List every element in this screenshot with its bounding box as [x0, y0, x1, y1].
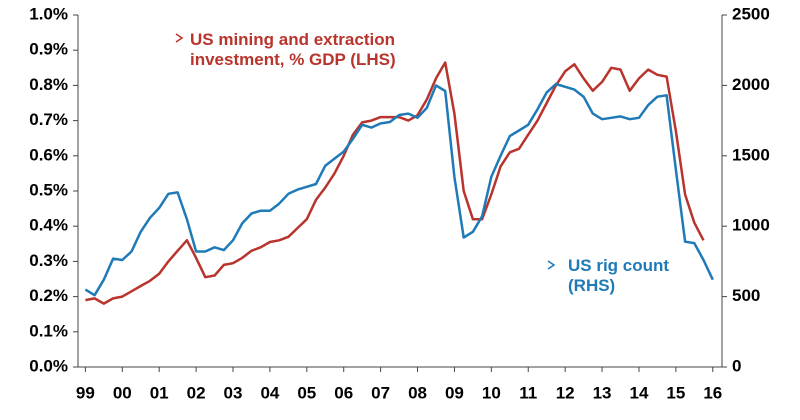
y-tick-label: 0.9% [29, 40, 68, 59]
legend-entry: US rig count (RHS) [568, 256, 670, 295]
y2-tick-label: 500 [732, 286, 760, 305]
x-tick-label: 12 [556, 383, 575, 402]
x-tick-label: 15 [666, 383, 685, 402]
x-tick-label: 11 [519, 383, 537, 402]
x-tick-label: 16 [703, 383, 722, 402]
x-tick-label: 08 [408, 383, 427, 402]
y-tick-label: 0.4% [29, 216, 68, 235]
x-tick-label: 00 [113, 383, 132, 402]
y-tick-label: 1.0% [29, 4, 68, 23]
y-tick-label: 0.8% [29, 75, 68, 94]
y-tick-label: 0.0% [29, 356, 68, 375]
y-tick-label: 0.3% [29, 251, 68, 270]
x-tick-label: 07 [371, 383, 390, 402]
y-tick-label: 0.2% [29, 286, 68, 305]
x-tick-label: 01 [150, 383, 169, 402]
y-tick-label: 0.7% [29, 110, 68, 129]
x-tick-label: 14 [630, 383, 649, 402]
x-tick-label: 10 [482, 383, 501, 402]
y-tick-label: 0.6% [29, 145, 68, 164]
y2-tick-label: 2000 [732, 75, 770, 94]
x-tick-label: 09 [445, 383, 464, 402]
x-tick-label: 04 [260, 383, 279, 402]
x-tick-label: 99 [76, 383, 95, 402]
y-tick-label: 0.5% [29, 180, 68, 199]
legend-entry: US mining and extraction investment, % G… [190, 30, 396, 69]
x-tick-label: 05 [297, 383, 316, 402]
y2-tick-label: 1500 [732, 145, 770, 164]
x-tick-label: 03 [224, 383, 243, 402]
x-tick-label: 02 [187, 383, 206, 402]
y2-tick-label: 2500 [732, 4, 770, 23]
x-tick-label: 13 [593, 383, 612, 402]
x-tick-label: 06 [334, 383, 353, 402]
y2-tick-label: 0 [732, 356, 741, 375]
legend-marker [547, 260, 556, 270]
y2-tick-label: 1000 [732, 216, 770, 235]
legend-marker [175, 33, 184, 43]
series-line [84, 82, 714, 297]
y-tick-label: 0.1% [29, 321, 68, 340]
